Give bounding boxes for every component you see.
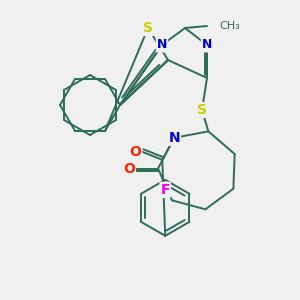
Text: N: N xyxy=(202,38,212,52)
Text: O: O xyxy=(129,145,141,159)
Text: S: S xyxy=(197,103,207,117)
Text: S: S xyxy=(143,21,153,35)
Text: O: O xyxy=(123,161,135,176)
Text: CH₃: CH₃ xyxy=(219,21,240,31)
Text: F: F xyxy=(160,183,170,197)
Text: N: N xyxy=(157,38,167,52)
Text: N: N xyxy=(168,131,180,145)
